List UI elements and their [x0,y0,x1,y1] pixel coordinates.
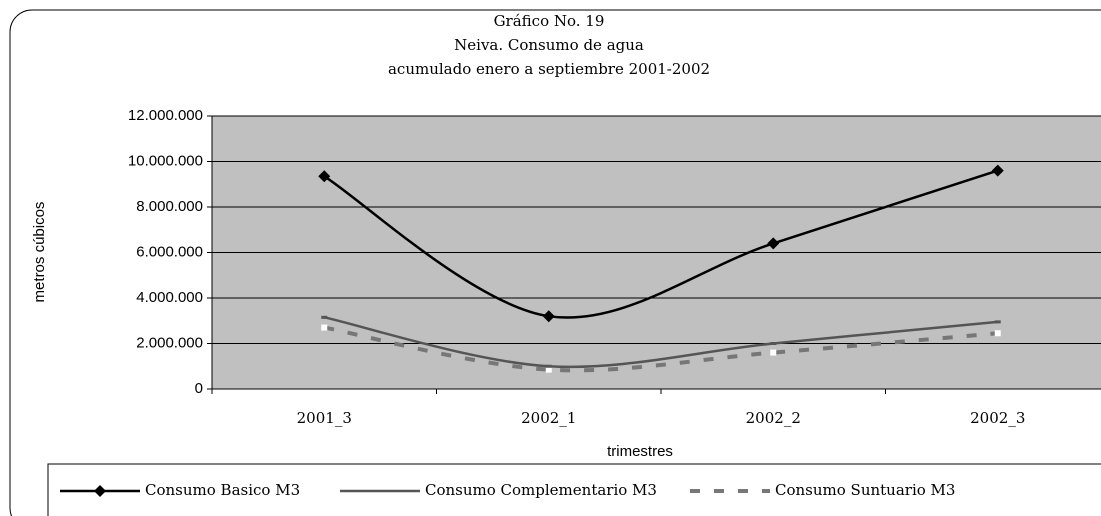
x-tick-label: 2002_1 [521,409,576,427]
x-axis-label: trimestres [607,443,673,460]
legend-label: Consumo Basico M3 [145,481,300,499]
y-tick-label: 12.000.000 [128,107,203,124]
marker [318,170,331,183]
legend-box [47,463,1101,516]
y-tick-label: 2.000.000 [136,334,203,351]
x-tick-label: 2002_3 [970,409,1025,427]
legend-label: Consumo Complementario M3 [425,481,657,499]
y-tick-label: 10.000.000 [128,152,203,169]
series-line [323,316,998,369]
y-tick-label: 0 [195,380,203,397]
legend-marker [94,485,106,497]
y-tick-label: 8.000.000 [136,198,203,215]
legend-marker [727,488,733,494]
marker [770,349,777,356]
legend-label: Consumo Suntuario M3 [775,481,955,499]
series-line [323,325,998,373]
chart-title: Neiva. Consumo de agua [454,36,644,54]
marker [994,330,1001,337]
chart-title: Gráfico No. 19 [494,12,605,30]
y-axis-label: metros cúbicos [31,202,48,303]
x-tick-label: 2001_3 [297,409,352,427]
series-line [323,169,999,319]
marker [767,237,780,250]
marker [991,164,1004,177]
marker [545,364,552,368]
y-tick-label: 6.000.000 [136,243,203,260]
y-tick-label: 4.000.000 [136,289,203,306]
marker [994,320,1001,324]
marker [321,315,328,319]
marker [770,342,777,345]
marker [321,324,328,331]
marker [545,366,552,373]
marker [542,310,555,323]
x-tick-label: 2002_2 [746,409,801,427]
chart-title: acumulado enero a septiembre 2001-2002 [388,60,710,78]
